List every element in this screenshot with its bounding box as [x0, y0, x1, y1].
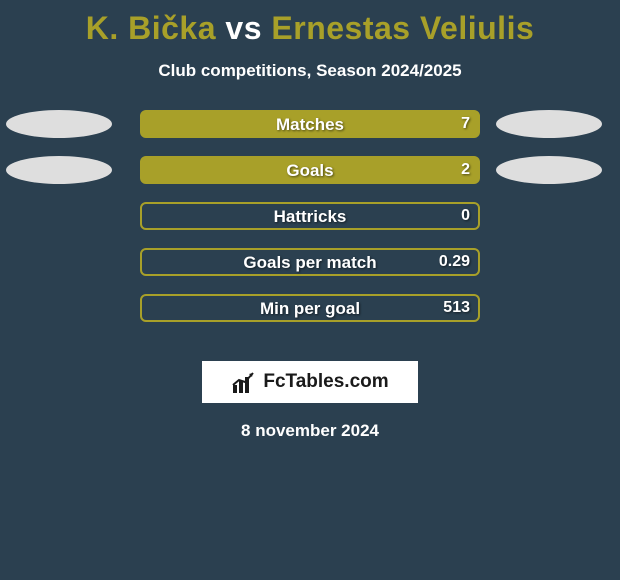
stat-bar: Hattricks0 — [140, 202, 480, 230]
stat-row: Min per goal513 — [0, 293, 620, 339]
logo-text: FcTables.com — [263, 371, 388, 393]
stat-label: Hattricks — [142, 207, 478, 227]
player1-name: K. Bička — [86, 10, 216, 46]
stat-value: 513 — [443, 299, 470, 317]
stat-label: Matches — [142, 115, 478, 135]
stat-rows: Matches7Goals2Hattricks0Goals per match0… — [0, 109, 620, 339]
vs-text: vs — [225, 10, 262, 46]
stat-value: 0.29 — [439, 253, 470, 271]
stat-value: 7 — [461, 115, 470, 133]
stat-bar: Goals per match0.29 — [140, 248, 480, 276]
fctables-logo: FcTables.com — [202, 361, 418, 403]
player2-name: Ernestas Veliulis — [271, 10, 534, 46]
chart-icon — [231, 371, 257, 393]
player1-ellipse — [6, 110, 112, 138]
stat-value: 2 — [461, 161, 470, 179]
stat-bar: Matches7 — [140, 110, 480, 138]
player1-ellipse — [6, 156, 112, 184]
stat-row: Hattricks0 — [0, 201, 620, 247]
comparison-title: K. Bička vs Ernestas Veliulis — [0, 0, 620, 47]
stat-row: Matches7 — [0, 109, 620, 155]
subtitle: Club competitions, Season 2024/2025 — [0, 61, 620, 81]
stat-bar: Goals2 — [140, 156, 480, 184]
stat-bar: Min per goal513 — [140, 294, 480, 322]
stat-row: Goals per match0.29 — [0, 247, 620, 293]
player2-ellipse — [496, 110, 602, 138]
stat-label: Min per goal — [142, 299, 478, 319]
date-text: 8 november 2024 — [0, 421, 620, 441]
stat-row: Goals2 — [0, 155, 620, 201]
stat-value: 0 — [461, 207, 470, 225]
player2-ellipse — [496, 156, 602, 184]
stat-label: Goals per match — [142, 253, 478, 273]
stat-label: Goals — [142, 161, 478, 181]
